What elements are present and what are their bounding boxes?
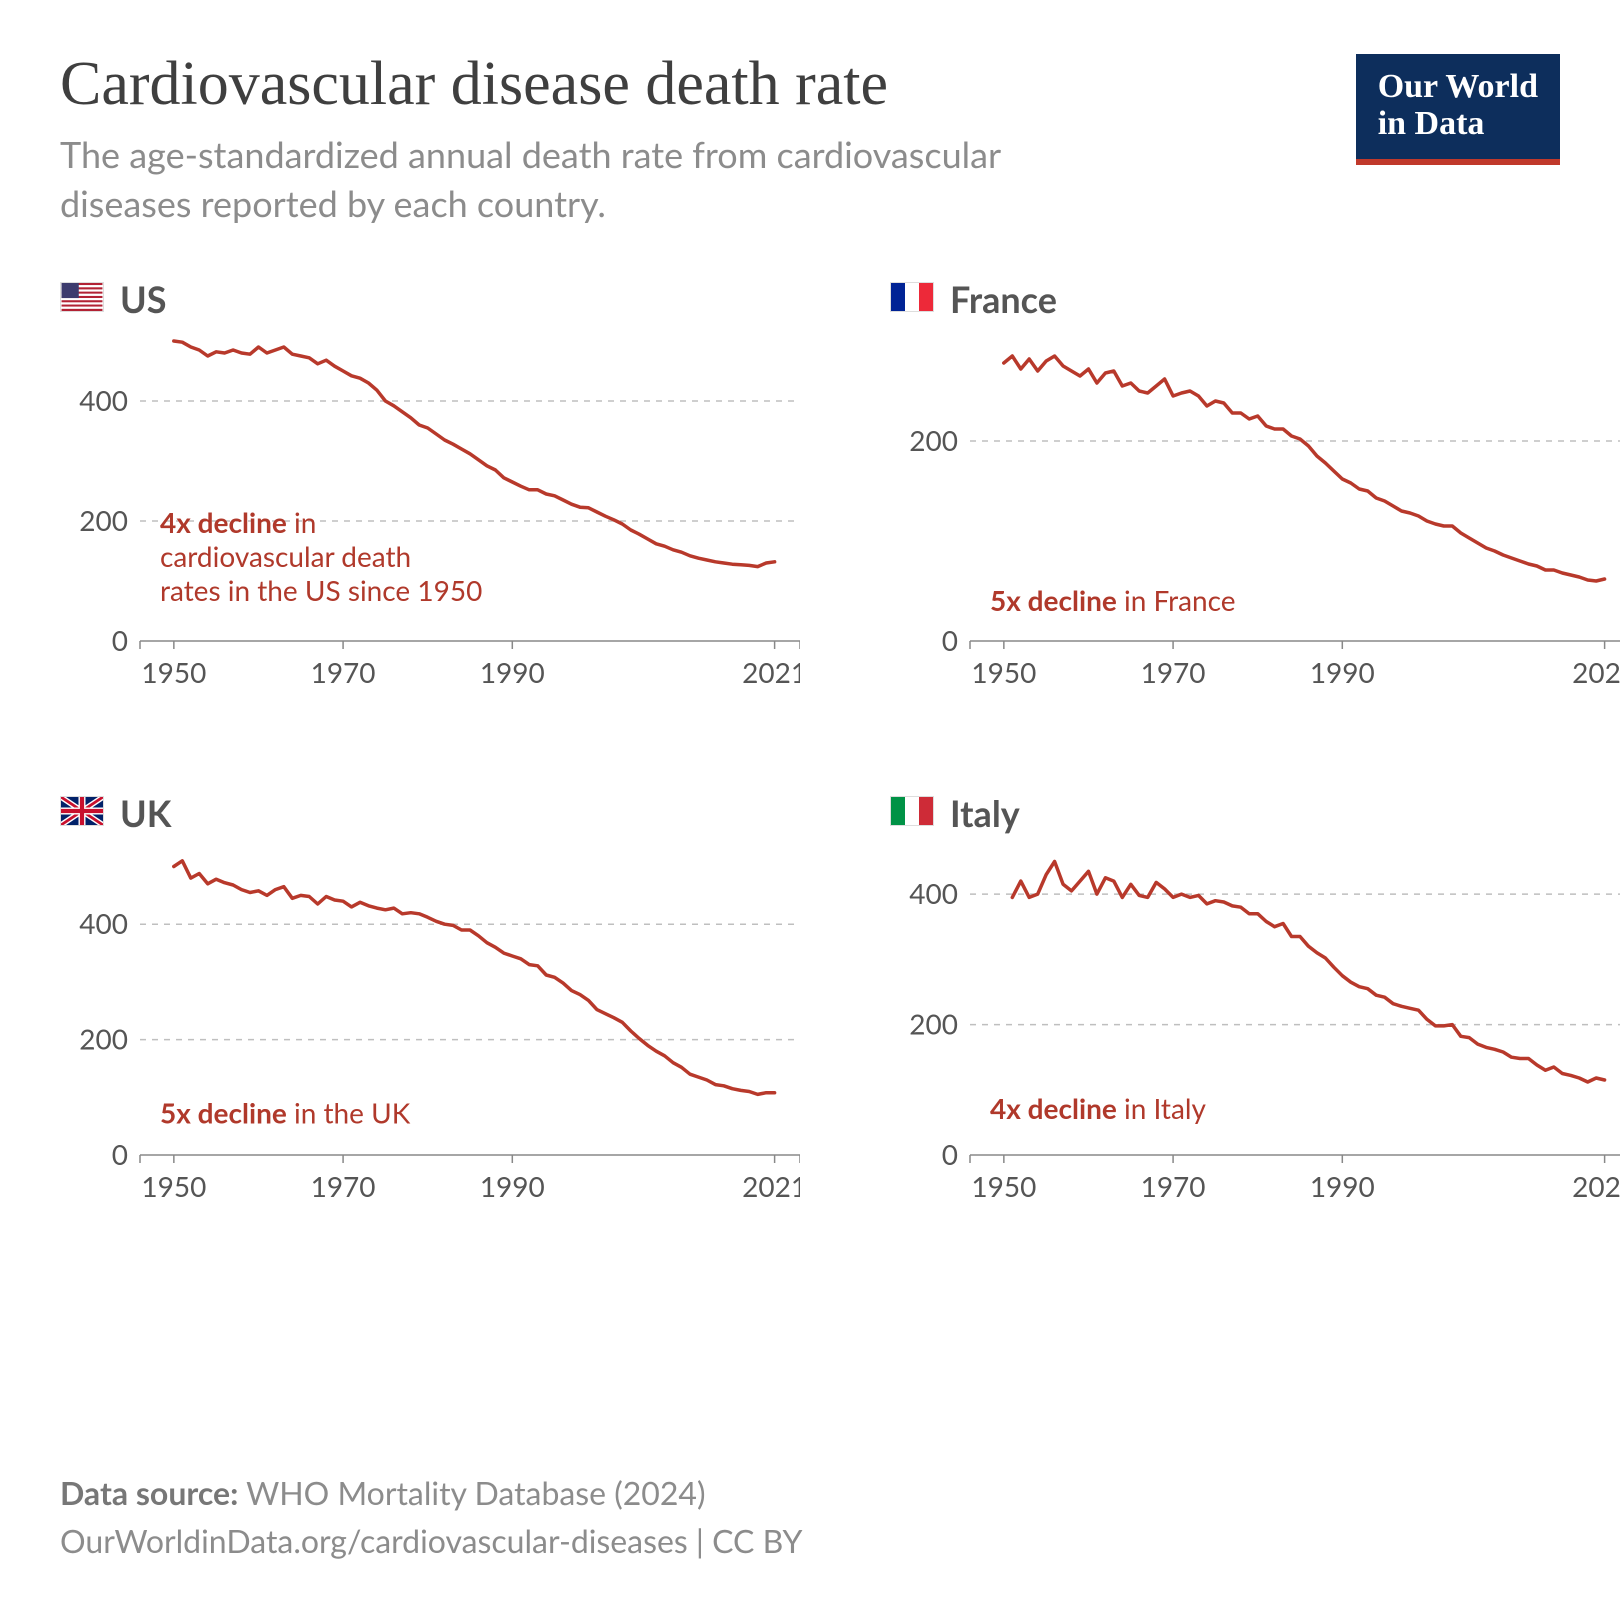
svg-text:200: 200 [79,503,128,537]
panel-us: US 020040019501970199020214x decline inc… [60,277,800,701]
svg-text:5x decline in France: 5x decline in France [990,583,1236,617]
svg-text:400: 400 [909,877,958,911]
svg-text:2021: 2021 [1572,1169,1620,1203]
svg-text:1950: 1950 [141,1169,206,1203]
country-label: Italy [950,791,1020,835]
svg-text:1950: 1950 [971,655,1036,689]
logo-line2: in Data [1378,105,1538,142]
svg-text:1950: 1950 [141,655,206,689]
flag-icon [60,282,104,316]
svg-text:200: 200 [909,1007,958,1041]
footer-link: OurWorldinData.org/cardiovascular-diseas… [60,1517,803,1565]
flag-icon [890,796,934,830]
svg-text:1950: 1950 [971,1169,1036,1203]
svg-text:1970: 1970 [311,655,376,689]
svg-text:1990: 1990 [480,1169,545,1203]
panel-uk: UK 0 200 400 1950 1970 1990 2021 5x decline in … [60,791,800,1215]
svg-text:2021: 2021 [742,655,800,689]
svg-text:1990: 1990 [1310,1169,1375,1203]
svg-text:2021: 2021 [742,1169,800,1203]
svg-text:1990: 1990 [1310,655,1375,689]
chart-uk: 0 200 400 1950 1970 1990 2021 5x decline in the… [60,845,800,1215]
panel-france: France 0 200 1950 1970 1990 2021 5x decline in… [890,277,1620,701]
svg-text:0: 0 [942,1137,958,1171]
svg-text:1990: 1990 [480,655,545,689]
svg-text:0: 0 [112,1137,128,1171]
flag-icon [60,796,104,830]
page-subtitle: The age-standardized annual death rate f… [60,130,1110,227]
svg-text:4x decline in Italy: 4x decline in Italy [990,1092,1206,1126]
country-label: France [950,277,1057,321]
svg-text:2021: 2021 [1572,655,1620,689]
svg-text:400: 400 [79,383,128,417]
logo-line1: Our World [1378,68,1538,105]
chart-italy: 0 200 400 1950 1970 1990 2021 4x decline in Ita… [890,845,1620,1215]
svg-text:200: 200 [909,423,958,457]
chart-france: 0 200 1950 1970 1990 2021 5x decline in France [890,331,1620,701]
page-title: Cardiovascular disease death rate [60,50,1356,118]
panel-italy: Italy 0 200 400 1950 1970 1990 2021 4x decline … [890,791,1620,1215]
source-label: Data source: [60,1473,238,1512]
flag-icon [890,282,934,316]
owid-logo: Our World in Data [1356,54,1560,165]
svg-text:400: 400 [79,907,128,941]
chart-us: 020040019501970199020214x decline incard… [60,331,800,701]
header: Cardiovascular disease death rate The ag… [60,50,1560,227]
footer: Data source: WHO Mortality Database (202… [60,1469,803,1565]
svg-text:1970: 1970 [311,1169,376,1203]
country-label: UK [120,791,171,835]
svg-text:0: 0 [112,623,128,657]
source-value: WHO Mortality Database (2024) [246,1473,705,1512]
chart-grid: US 020040019501970199020214x decline inc… [60,277,1560,1215]
svg-text:0: 0 [942,623,958,657]
country-label: US [120,277,166,321]
svg-text:200: 200 [79,1022,128,1056]
svg-text:5x decline in the UK: 5x decline in the UK [160,1096,411,1130]
svg-text:1970: 1970 [1141,655,1206,689]
svg-text:1970: 1970 [1141,1169,1206,1203]
